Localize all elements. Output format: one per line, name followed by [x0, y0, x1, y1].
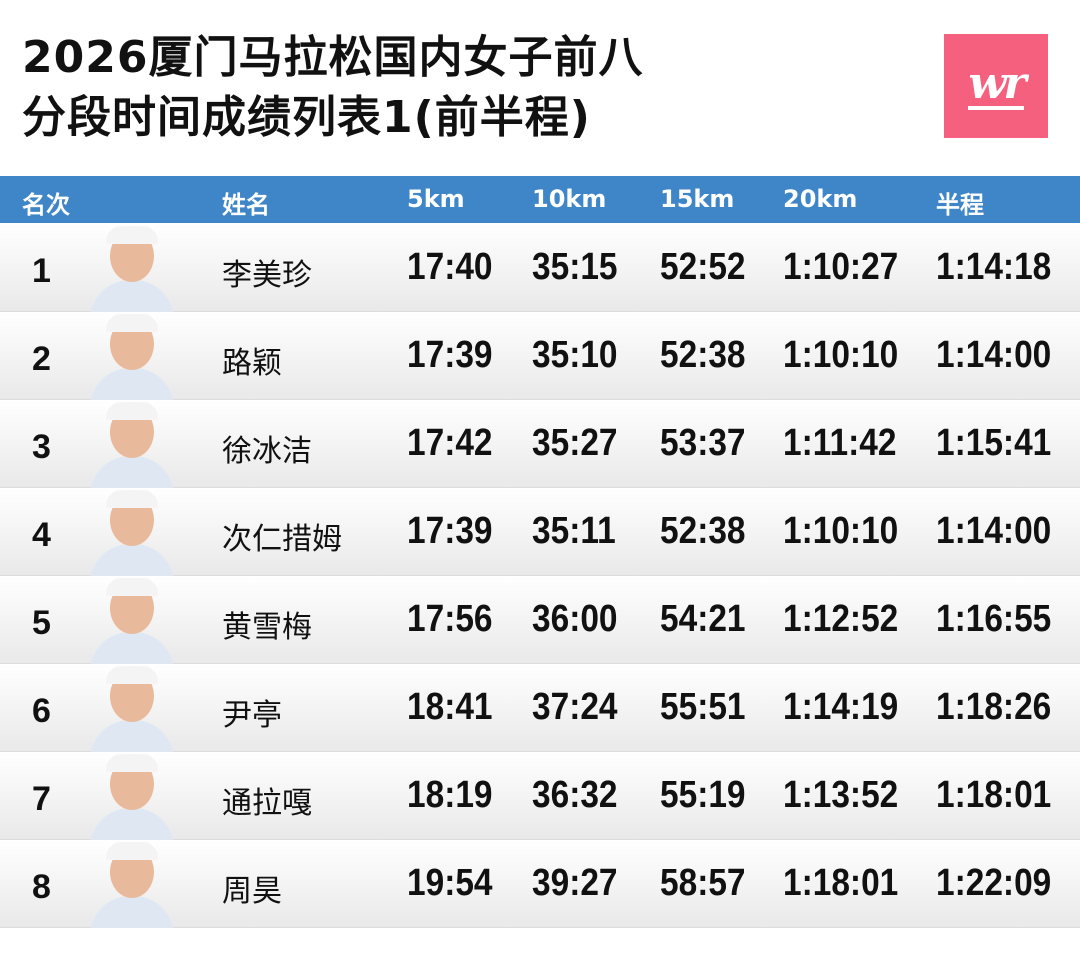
- title-line-2: 分段时间成绩列表1(前半程): [22, 92, 591, 143]
- split-5km: 17:39: [407, 510, 493, 552]
- split-10km: 39:27: [532, 862, 618, 904]
- split-20km: 1:11:42: [783, 422, 897, 464]
- split-10km: 36:32: [532, 774, 618, 816]
- split-10km: 36:00: [532, 598, 618, 640]
- split-20km: 1:10:10: [783, 334, 899, 376]
- table-row: 5 黄雪梅 17:56 36:00 54:21 1:12:52 1:16:55: [0, 576, 1080, 664]
- table-row: 8 周昊 19:54 39:27 58:57 1:18:01 1:22:09: [0, 840, 1080, 928]
- athlete-name: 李美珍: [222, 258, 312, 293]
- rank: 6: [32, 692, 51, 730]
- split-half: 1:18:26: [936, 686, 1052, 728]
- split-10km: 35:27: [532, 422, 618, 464]
- split-15km: 52:52: [660, 246, 746, 288]
- split-5km: 17:39: [407, 334, 493, 376]
- page-title: 2026厦门马拉松国内女子前八 分段时间成绩列表1(前半程): [22, 28, 643, 148]
- logo-text: wr: [968, 58, 1027, 110]
- rank: 7: [32, 780, 51, 818]
- athlete-name: 通拉嘎: [222, 786, 312, 821]
- split-half: 1:14:18: [936, 246, 1052, 288]
- col-15km: 15km: [660, 185, 735, 213]
- table-row: 1 李美珍 17:40 35:15 52:52 1:10:27 1:14:18: [0, 224, 1080, 312]
- split-15km: 55:51: [660, 686, 746, 728]
- rank: 3: [32, 428, 51, 466]
- athlete-photo: [82, 400, 182, 488]
- rank: 4: [32, 516, 51, 554]
- split-20km: 1:14:19: [783, 686, 899, 728]
- athlete-name: 黄雪梅: [222, 610, 312, 645]
- split-half: 1:22:09: [936, 862, 1052, 904]
- split-half: 1:18:01: [936, 774, 1052, 816]
- split-20km: 1:10:27: [783, 246, 899, 288]
- split-10km: 35:15: [532, 246, 618, 288]
- split-half: 1:16:55: [936, 598, 1052, 640]
- athlete-photo: [82, 752, 182, 840]
- table-row: 3 徐冰洁 17:42 35:27 53:37 1:11:42 1:15:41: [0, 400, 1080, 488]
- rank: 1: [32, 252, 51, 290]
- rank: 5: [32, 604, 51, 642]
- split-10km: 35:11: [532, 510, 616, 552]
- athlete-photo: [82, 664, 182, 752]
- split-15km: 55:19: [660, 774, 746, 816]
- athlete-name: 徐冰洁: [222, 434, 312, 469]
- wr-logo: wr: [944, 34, 1048, 138]
- split-5km: 19:54: [407, 862, 493, 904]
- athlete-name: 路颖: [222, 346, 282, 381]
- title-line-1: 2026厦门马拉松国内女子前八: [22, 32, 644, 83]
- split-20km: 1:10:10: [783, 510, 899, 552]
- athlete-photo: [82, 840, 182, 928]
- split-15km: 54:21: [660, 598, 746, 640]
- col-10km: 10km: [532, 185, 607, 213]
- athlete-name: 尹亭: [222, 698, 282, 733]
- split-20km: 1:18:01: [783, 862, 899, 904]
- table-row: 2 路颖 17:39 35:10 52:38 1:10:10 1:14:00: [0, 312, 1080, 400]
- table-header: 名次 姓名 5km 10km 15km 20km 半程: [0, 176, 1080, 223]
- table-row: 7 通拉嘎 18:19 36:32 55:19 1:13:52 1:18:01: [0, 752, 1080, 840]
- split-15km: 53:37: [660, 422, 746, 464]
- col-half: 半程: [936, 191, 984, 219]
- split-half: 1:14:00: [936, 334, 1052, 376]
- col-rank: 名次: [22, 191, 70, 219]
- split-half: 1:15:41: [936, 422, 1052, 464]
- split-20km: 1:13:52: [783, 774, 899, 816]
- table-row: 4 次仁措姆 17:39 35:11 52:38 1:10:10 1:14:00: [0, 488, 1080, 576]
- split-5km: 18:19: [407, 774, 493, 816]
- split-15km: 52:38: [660, 510, 746, 552]
- table-row: 6 尹亭 18:41 37:24 55:51 1:14:19 1:18:26: [0, 664, 1080, 752]
- split-5km: 18:41: [407, 686, 493, 728]
- athlete-photo: [82, 312, 182, 400]
- col-5km: 5km: [407, 185, 465, 213]
- split-half: 1:14:00: [936, 510, 1052, 552]
- rank: 8: [32, 868, 51, 906]
- athlete-photo: [82, 576, 182, 664]
- split-10km: 37:24: [532, 686, 618, 728]
- athlete-name: 次仁措姆: [222, 522, 342, 557]
- athlete-photo: [82, 488, 182, 576]
- split-15km: 52:38: [660, 334, 746, 376]
- col-20km: 20km: [783, 185, 858, 213]
- col-name: 姓名: [222, 191, 270, 219]
- split-20km: 1:12:52: [783, 598, 899, 640]
- rank: 2: [32, 340, 51, 378]
- split-5km: 17:40: [407, 246, 493, 288]
- athlete-photo: [82, 224, 182, 312]
- split-10km: 35:10: [532, 334, 618, 376]
- split-5km: 17:56: [407, 598, 493, 640]
- split-15km: 58:57: [660, 862, 746, 904]
- split-5km: 17:42: [407, 422, 493, 464]
- athlete-name: 周昊: [222, 874, 282, 909]
